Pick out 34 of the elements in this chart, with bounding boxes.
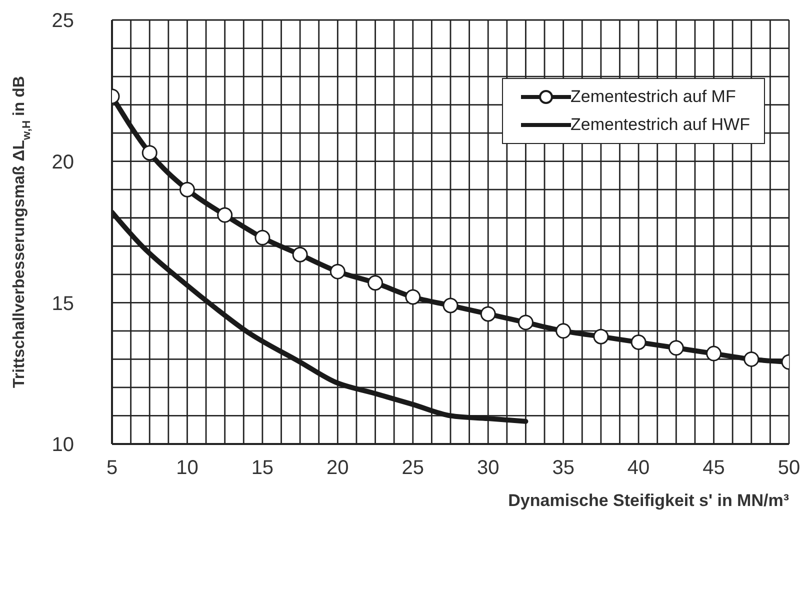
x-tick-label: 5: [106, 457, 118, 480]
point: [368, 275, 384, 291]
point: [292, 246, 308, 262]
point: [330, 264, 346, 280]
y-tick-label: 15: [52, 292, 74, 315]
x-tick-label: 35: [552, 457, 574, 480]
point: [668, 340, 684, 356]
point: [254, 230, 270, 246]
legend-label: Zementestrich auf HWF: [570, 115, 750, 135]
y-tick-label: 20: [52, 151, 74, 174]
y-tick-label: 25: [52, 10, 74, 32]
point: [442, 298, 458, 314]
point: [518, 314, 534, 330]
x-tick-label: 20: [326, 457, 349, 480]
legend-label: Zementestrich auf MF: [570, 87, 736, 107]
point: [480, 306, 496, 322]
x-axis-title: Dynamische Steifigkeit s' in MN/m³: [508, 491, 790, 510]
x-tick-label: 45: [702, 457, 725, 480]
point: [217, 207, 233, 223]
point: [593, 328, 609, 344]
y-tick-label: 10: [52, 434, 74, 456]
point: [179, 182, 195, 198]
x-tick-label: 25: [402, 457, 424, 480]
point: [706, 346, 722, 362]
point: [556, 323, 572, 339]
x-tick-label: 40: [627, 457, 650, 480]
x-tick-label: 10: [176, 457, 198, 480]
point: [744, 351, 760, 367]
point: [142, 145, 158, 161]
x-tick-label: 30: [476, 457, 500, 480]
point: [405, 289, 421, 305]
x-tick-label: 15: [251, 457, 274, 480]
x-tick-label: 50: [778, 457, 800, 480]
point: [630, 334, 646, 350]
